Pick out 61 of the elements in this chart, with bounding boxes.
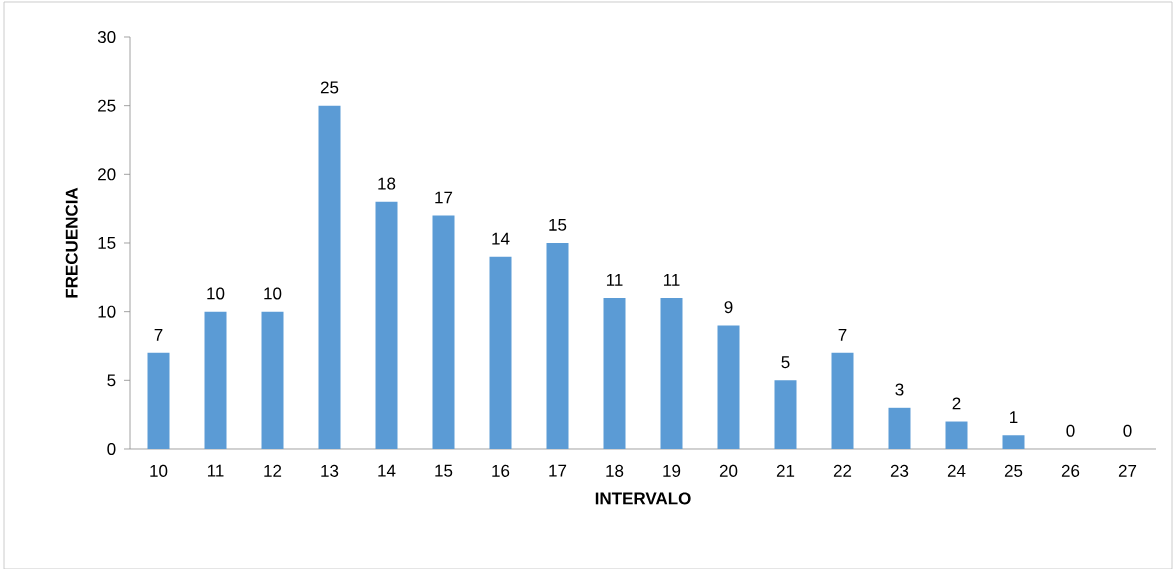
bar bbox=[261, 311, 284, 449]
x-tick-label: 18 bbox=[606, 464, 624, 477]
bar bbox=[831, 352, 854, 449]
data-label: 11 bbox=[606, 273, 623, 286]
x-tick-label: 24 bbox=[947, 464, 966, 477]
data-label: 10 bbox=[264, 287, 282, 300]
x-tick-label: 16 bbox=[492, 464, 510, 477]
data-label: 11 bbox=[663, 273, 680, 286]
y-tick-label: 0 bbox=[107, 442, 116, 455]
bar bbox=[603, 297, 626, 449]
y-axis-title: FRECUENCIA bbox=[65, 187, 78, 298]
x-tick-label: 21 bbox=[776, 464, 795, 477]
x-tick-label: 23 bbox=[890, 464, 909, 477]
bar bbox=[945, 421, 968, 449]
data-label: 0 bbox=[1123, 424, 1132, 437]
y-tick-label: 15 bbox=[98, 236, 116, 249]
x-tick-label: 25 bbox=[1004, 464, 1023, 477]
y-tick-label: 5 bbox=[107, 374, 116, 387]
data-label: 5 bbox=[781, 356, 790, 368]
data-label: 25 bbox=[320, 81, 339, 94]
x-tick-label: 17 bbox=[549, 464, 567, 477]
bar bbox=[375, 201, 398, 449]
data-label: 1 bbox=[1010, 411, 1018, 423]
bar bbox=[774, 380, 797, 449]
x-tick-label: 15 bbox=[435, 464, 453, 477]
x-tick-label: 10 bbox=[150, 464, 168, 477]
bar bbox=[432, 215, 455, 449]
x-tick-label: 12 bbox=[264, 464, 282, 477]
bar bbox=[1002, 435, 1025, 449]
data-label: 10 bbox=[207, 287, 225, 300]
data-label: 0 bbox=[1066, 424, 1075, 437]
bar bbox=[546, 242, 569, 449]
bar bbox=[204, 311, 227, 449]
x-tick-label: 26 bbox=[1061, 464, 1080, 477]
data-label: 7 bbox=[154, 328, 163, 341]
x-tick-label: 20 bbox=[719, 464, 738, 477]
data-label: 18 bbox=[378, 177, 396, 190]
bar bbox=[888, 407, 911, 449]
data-label: 7 bbox=[838, 328, 847, 341]
data-label: 14 bbox=[492, 232, 510, 245]
bar bbox=[318, 105, 341, 449]
x-tick-label: 14 bbox=[378, 464, 396, 477]
data-label: 15 bbox=[549, 218, 567, 231]
data-label: 3 bbox=[895, 383, 904, 396]
bar bbox=[660, 297, 683, 449]
x-tick-label: 11 bbox=[207, 464, 224, 477]
data-label: 9 bbox=[724, 300, 733, 314]
x-tick-label: 13 bbox=[321, 464, 339, 477]
y-tick-label: 10 bbox=[98, 305, 116, 318]
bar bbox=[717, 325, 740, 449]
data-label: 17 bbox=[435, 191, 453, 204]
bar bbox=[489, 256, 512, 449]
y-tick-label: 30 bbox=[97, 30, 116, 43]
data-label: 2 bbox=[952, 397, 961, 410]
bar bbox=[147, 352, 170, 449]
x-tick-label: 27 bbox=[1118, 464, 1137, 477]
x-tick-label: 19 bbox=[663, 464, 681, 477]
y-tick-label: 25 bbox=[98, 99, 116, 112]
x-tick-label: 22 bbox=[833, 464, 852, 477]
y-tick-label: 20 bbox=[98, 168, 116, 181]
x-axis-title: INTERVALO bbox=[595, 492, 691, 505]
